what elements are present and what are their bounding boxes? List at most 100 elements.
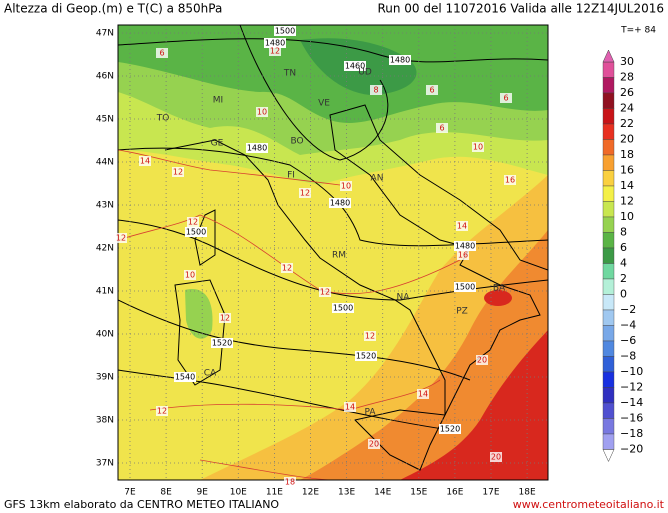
temperature-label-box xyxy=(344,402,356,412)
colorbar-swatch xyxy=(602,185,615,202)
colorbar-swatch xyxy=(602,232,615,249)
temperature-label-box xyxy=(219,313,231,323)
temperature-label: 6 xyxy=(429,86,434,95)
city-label: PZ xyxy=(456,307,468,317)
city-label: VE xyxy=(318,99,330,109)
colorbar-label: 12 xyxy=(620,195,634,208)
region-20-22 xyxy=(400,330,548,480)
temperature-label: 12 xyxy=(365,332,375,341)
lon-label: 13E xyxy=(338,488,355,498)
forecast-step: T=+ 84 xyxy=(620,26,656,36)
city-label: RM xyxy=(332,251,346,261)
colorbar-label: 24 xyxy=(620,102,634,115)
lat-label: 37N xyxy=(96,459,114,469)
temperature-label-box xyxy=(476,355,488,365)
height-label-box xyxy=(389,55,411,65)
run-info: Run 00 del 11072016 Valida alle 12Z14JUL… xyxy=(377,2,664,16)
temperature-label: 14 xyxy=(457,222,467,231)
colorbar-swatch xyxy=(602,387,615,404)
colorbar-label: 18 xyxy=(620,148,634,161)
colorbar-swatch xyxy=(602,433,615,450)
temperature-label: 14 xyxy=(418,390,428,399)
height-label-box xyxy=(332,303,354,313)
temperature-label: 6 xyxy=(439,124,444,133)
map-frame xyxy=(117,24,549,481)
temperature-label: 6 xyxy=(159,49,164,58)
lon-label: 9E xyxy=(196,488,208,498)
colorbar-swatch xyxy=(602,108,615,125)
temperature-label: 16 xyxy=(505,176,515,185)
temperature-label-box xyxy=(364,331,376,341)
temperature-label: 20 xyxy=(477,356,487,365)
colorbar-label: −8 xyxy=(620,350,636,363)
temperature-label: 12 xyxy=(320,288,330,297)
city-label: UD xyxy=(358,68,372,78)
lon-label: 11E xyxy=(266,488,283,498)
lon-label: 7E xyxy=(124,488,136,498)
colorbar-swatch xyxy=(602,294,615,311)
lat-label: 44N xyxy=(96,158,114,168)
lat-label: 43N xyxy=(96,201,114,211)
temperature-label: 20 xyxy=(491,453,501,462)
temperature-label: 12 xyxy=(116,234,126,243)
colorbar-label: −12 xyxy=(620,381,643,394)
temperature-label-box xyxy=(299,188,311,198)
lon-label: 10E xyxy=(230,488,247,498)
lat-label: 42N xyxy=(96,244,114,254)
city-label: AN xyxy=(371,174,384,184)
colorbar-swatch xyxy=(602,402,615,419)
temperature-label: 18 xyxy=(285,478,295,487)
title: Altezza di Geop.(m) e T(C) a 850hPa xyxy=(4,2,222,16)
lon-label: 14E xyxy=(374,488,391,498)
colorbar-swatch xyxy=(602,123,615,140)
colorbar-label: 8 xyxy=(620,226,627,239)
temperature-label: 10 xyxy=(185,271,195,280)
height-label: 1500 xyxy=(275,27,295,36)
temperature-label-box xyxy=(472,142,484,152)
colorbar-label: 30 xyxy=(620,55,634,68)
temperature-label-box xyxy=(340,181,352,191)
temperature-label: 12 xyxy=(157,407,167,416)
height-label-box xyxy=(329,198,351,208)
colorbar-swatch xyxy=(602,201,615,218)
height-label: 1540 xyxy=(175,373,195,382)
temperature-label: 12 xyxy=(173,168,183,177)
height-label-box xyxy=(185,227,207,237)
colorbar-label: 26 xyxy=(620,86,634,99)
colorbar-swatch xyxy=(602,139,615,156)
height-label: 1500 xyxy=(186,228,206,237)
temperature-label-box xyxy=(256,107,268,117)
temperature-label-box xyxy=(319,287,331,297)
temperature-label-box xyxy=(284,477,296,487)
height-label-box xyxy=(454,282,476,292)
map-labels: 47N 46N 45N 44N 43N 42N 41N 40N 39N 38N 37N 7E 8E 9E 1… xyxy=(96,26,536,498)
temperature-label: 14 xyxy=(345,403,355,412)
height-label: 1500 xyxy=(455,283,475,292)
city-label: BO xyxy=(290,137,303,147)
height-label: 1480 xyxy=(265,39,285,48)
footer-website[interactable]: www.centrometeoitaliano.it xyxy=(513,498,665,511)
temperature-label: 12 xyxy=(220,314,230,323)
height-label: 1460 xyxy=(345,62,365,71)
temperature-label-box xyxy=(456,221,468,231)
temperature-label-box xyxy=(426,85,438,95)
temperature-label-box xyxy=(184,270,196,280)
lat-label: 39N xyxy=(96,373,114,383)
height-label: 1480 xyxy=(455,242,475,251)
lat-label: 38N xyxy=(96,416,114,426)
temperature-label-box xyxy=(187,217,199,227)
lat-label: 46N xyxy=(96,72,114,82)
temperature-label-box xyxy=(417,389,429,399)
colorbar-swatch xyxy=(602,418,615,435)
colorbar-swatch xyxy=(602,356,615,373)
height-label-box xyxy=(344,61,366,71)
temperature-label-box xyxy=(490,452,502,462)
height-label: 1480 xyxy=(247,144,267,153)
height-label-box xyxy=(439,424,461,434)
city-label: TN xyxy=(283,69,296,79)
temperature-label-box xyxy=(457,250,469,260)
colorbar-label: 16 xyxy=(620,164,634,177)
height-label-box xyxy=(174,372,196,382)
colorbar-label: 22 xyxy=(620,117,634,130)
